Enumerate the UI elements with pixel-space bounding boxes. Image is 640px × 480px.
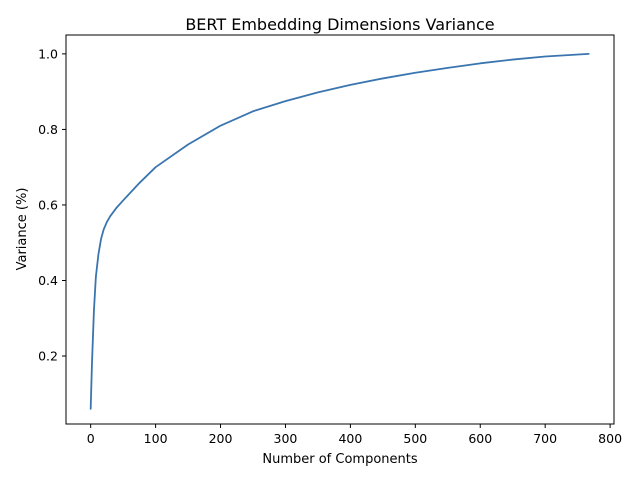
x-axis-label: Number of Components	[262, 452, 417, 467]
y-tick-label: 0.4	[38, 273, 58, 288]
y-axis-label: Variance (%)	[15, 188, 30, 271]
x-tick-label: 100	[144, 431, 168, 446]
x-tick-label: 800	[598, 431, 622, 446]
x-tick-label: 700	[533, 431, 557, 446]
x-tick-label: 500	[403, 431, 427, 446]
y-tick-label: 1.0	[38, 46, 58, 61]
x-axis-ticks: 0 100 200 300 400 500 600 700 800	[87, 424, 622, 446]
chart-title: BERT Embedding Dimensions Variance	[185, 15, 494, 34]
y-axis-ticks: 0.2 0.4 0.6 0.8 1.0	[38, 46, 66, 364]
x-tick-label: 200	[209, 431, 233, 446]
plot-frame	[65, 34, 615, 425]
variance-curve	[89, 52, 590, 410]
x-tick-label: 600	[468, 431, 492, 446]
y-tick-label: 0.6	[38, 197, 58, 212]
x-tick-label: 400	[338, 431, 362, 446]
y-tick-label: 0.2	[38, 349, 58, 364]
x-tick-label: 0	[87, 431, 95, 446]
x-tick-label: 300	[274, 431, 298, 446]
y-tick-label: 0.8	[38, 122, 58, 137]
